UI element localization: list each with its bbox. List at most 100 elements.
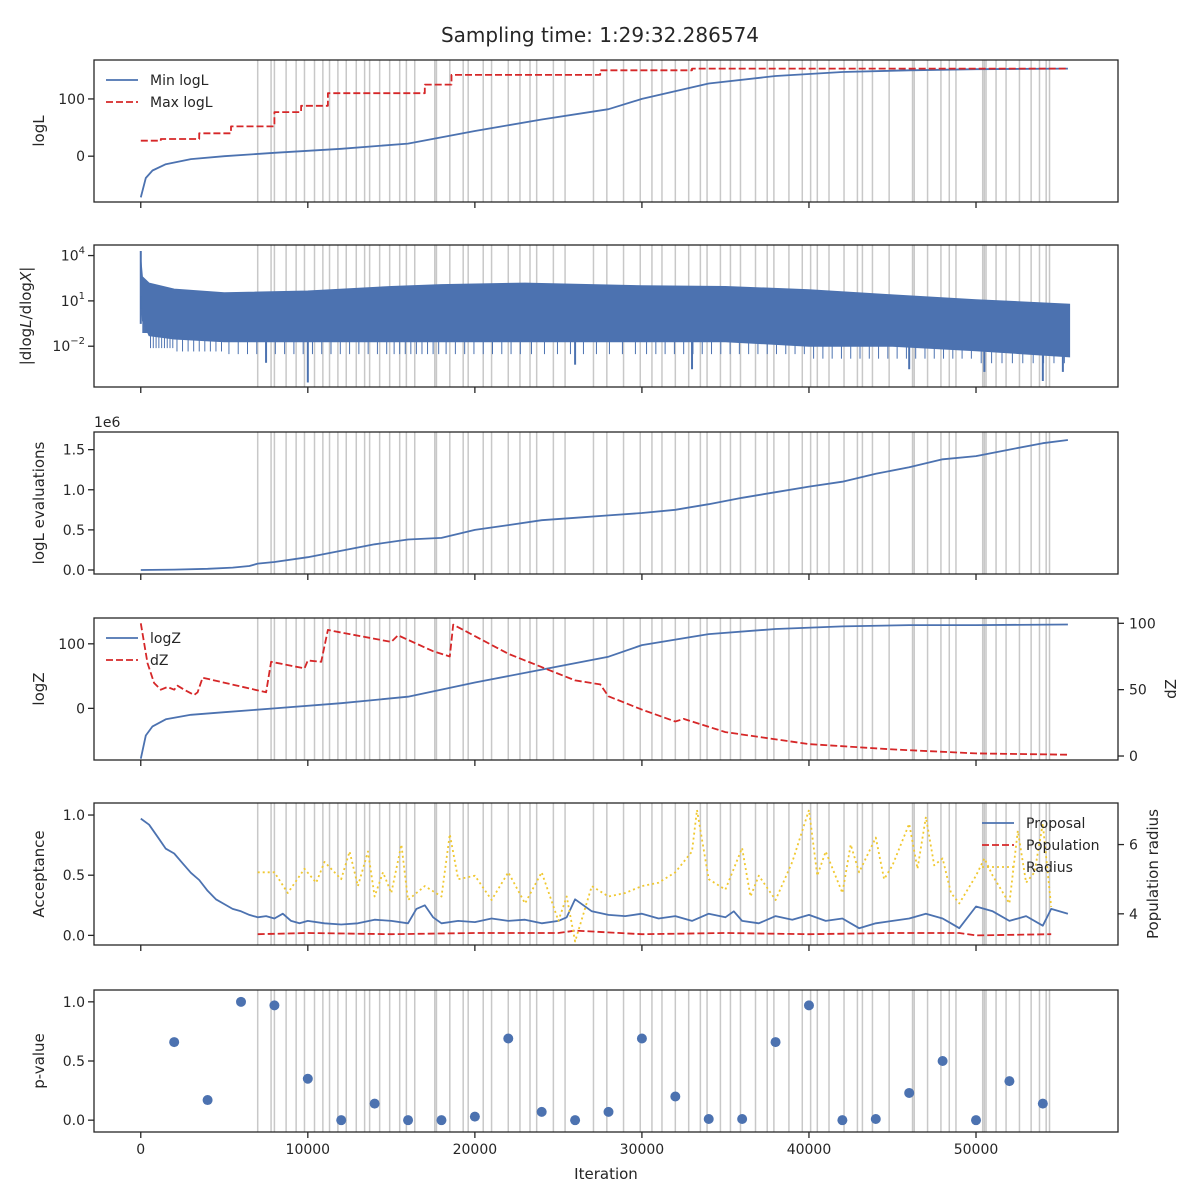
y-tick-exponent: 1	[79, 291, 85, 302]
scatter-point	[469, 1111, 480, 1122]
scatter-point	[570, 1115, 581, 1126]
insertion-lines	[256, 803, 1051, 945]
max-logl-line	[140, 67, 1068, 142]
y-tick-label: 0.5	[63, 1054, 85, 1070]
y-tick-label: 1.0	[63, 808, 85, 824]
y-axis-label-part: log	[17, 282, 35, 305]
legend-label: Radius	[1026, 860, 1073, 876]
legend: logZ dZ	[106, 631, 181, 669]
y-tick-label: 0	[76, 149, 85, 165]
y-tick-label: 0.5	[63, 523, 85, 539]
x-axis-label: Iteration	[574, 1165, 638, 1183]
panel-2: 10−2 101 104 |dlogL/dlogX|	[17, 244, 1119, 393]
y-tick-label: 1.5	[63, 443, 85, 459]
x-tick-label: 0	[136, 1142, 145, 1158]
scatter-point	[436, 1115, 447, 1126]
legend-label: Min logL	[150, 73, 209, 89]
y-axis-label-part: |d	[17, 351, 35, 366]
legend-label: Max logL	[150, 95, 213, 111]
scatter-point	[870, 1113, 881, 1124]
insertion-lines	[256, 618, 1051, 760]
x-tick-label: 10000	[286, 1142, 331, 1158]
scatter-point	[937, 1056, 948, 1066]
scatter-point	[202, 1095, 213, 1106]
y-axis-label: logL	[30, 115, 48, 147]
panel-1: 0 100 logL Min logL Max logL	[30, 59, 1119, 208]
legend: Min logL Max logL	[106, 73, 213, 111]
axes-frame	[93, 802, 1119, 946]
y-axis-label-part: log	[17, 328, 35, 351]
panel-5: 0.0 0.5 1.0 4 6 Acceptance Population radius Pr…	[30, 802, 1162, 951]
scatter-point	[904, 1087, 915, 1098]
x-tick-label: 20000	[453, 1142, 498, 1158]
y-tick-label: 104	[61, 246, 85, 265]
y-axis-label: logZ	[30, 672, 48, 705]
y-right-axis-label: Population radius	[1144, 809, 1162, 939]
panel-4: 0 100 0 50 100 logZ dZ logZ dZ	[30, 616, 1180, 766]
scatter-point	[670, 1091, 681, 1102]
y-tick-exponent: −2	[70, 336, 85, 347]
scatter-point	[336, 1115, 347, 1126]
scatter-point	[971, 1115, 982, 1126]
y-tick-label: 100	[58, 92, 85, 108]
y-axis-label: |dlogL/dlogX|	[17, 267, 35, 366]
min-logl-line	[139, 67, 1068, 198]
axes-frame	[93, 59, 1119, 203]
y-tick-label: 101	[61, 291, 85, 310]
legend-label: Population	[1026, 838, 1100, 854]
insertion-lines	[256, 432, 1051, 574]
axes-frame	[93, 244, 1119, 388]
y-tick-label: 0.0	[63, 563, 85, 579]
scatter-point	[703, 1113, 714, 1124]
scatter-point	[1037, 1098, 1048, 1109]
scatter-point	[236, 996, 247, 1007]
y-axis-label: Acceptance	[30, 830, 48, 917]
proposal-line	[140, 817, 1069, 930]
population-line	[257, 929, 1052, 937]
y-tick-label: 0.0	[63, 928, 85, 944]
scatter-point	[770, 1037, 781, 1048]
x-tick-label: 30000	[620, 1142, 665, 1158]
legend-label: dZ	[150, 653, 168, 669]
y-tick-label: 1.0	[63, 995, 85, 1011]
legend-label: logZ	[150, 631, 181, 647]
scatter-point	[369, 1098, 380, 1109]
scatter-point	[636, 1033, 647, 1044]
scatter-point	[1004, 1076, 1015, 1087]
y-axis-label: p-value	[30, 1033, 48, 1089]
y-axis-label-part: X	[17, 271, 35, 283]
y-tick-label: 0.5	[63, 868, 85, 884]
y-axis-label-part: L	[17, 319, 35, 327]
axes-frame	[93, 617, 1119, 761]
y-tick-label: 1.0	[63, 483, 85, 499]
y-tick-label: 0.0	[63, 1113, 85, 1129]
scatter-point	[302, 1073, 313, 1084]
y-right-axis-label: dZ	[1162, 679, 1180, 699]
y-tick-label: 10−2	[52, 336, 85, 355]
x-tick-label: 40000	[787, 1142, 832, 1158]
y-tick-label: 0	[76, 701, 85, 717]
y-right-tick-label: 100	[1129, 616, 1156, 632]
scatter-point	[536, 1106, 547, 1117]
y-right-tick-label: 0	[1129, 749, 1138, 765]
y-axis-label-part: /d	[17, 305, 35, 320]
y-tick-exponent: 4	[79, 246, 85, 257]
scatter-point	[269, 1000, 280, 1011]
y-right-tick-label: 6	[1129, 838, 1138, 854]
scatter-point	[403, 1115, 414, 1126]
figure-title: Sampling time: 1:29:32.286574	[441, 23, 759, 47]
scatter-point	[169, 1037, 180, 1048]
scatter-point	[603, 1106, 614, 1117]
dz-line	[139, 623, 1068, 756]
y-axis-label: logL evaluations	[30, 441, 48, 564]
radius-line	[257, 809, 1053, 943]
scatter-point	[503, 1033, 514, 1044]
scatter-point	[737, 1113, 748, 1124]
panel-6: 0 10000 20000 30000 40000 50000 0.0 0.5 1.0 p-val…	[30, 989, 1119, 1158]
panel-3: 0.0 0.5 1.0 1.5 logL evaluations 1e6	[30, 415, 1119, 580]
scatter-point	[837, 1115, 848, 1126]
legend: Proposal Population Radius	[982, 816, 1100, 876]
y-right-tick-label: 50	[1129, 683, 1147, 699]
y-right-tick-label: 4	[1129, 907, 1138, 923]
